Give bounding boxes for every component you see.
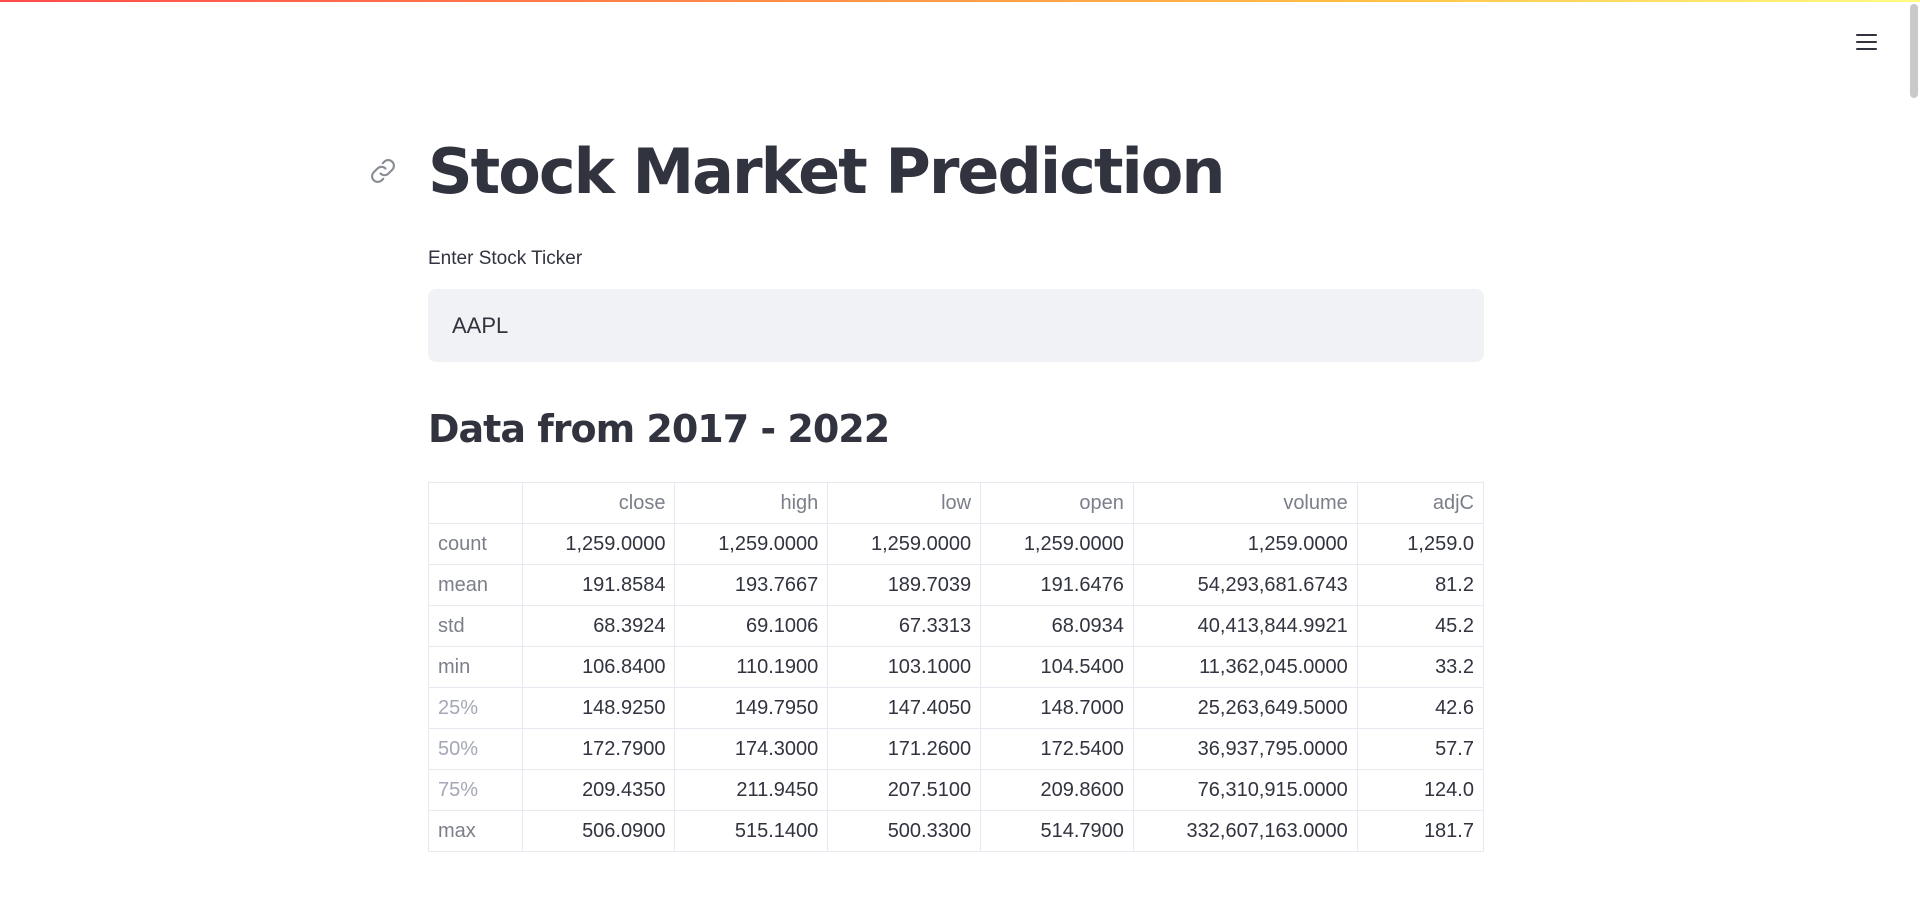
- table-cell: 147.4050: [827, 687, 982, 729]
- table-cell: 81.2: [1356, 564, 1484, 606]
- table-cell: 172.7900: [521, 728, 676, 770]
- table-header-cell[interactable]: high: [674, 482, 829, 524]
- stats-table: close high low open volume adjC count 1,…: [428, 482, 1484, 852]
- row-label: 50%: [428, 728, 523, 770]
- table-header-cell[interactable]: close: [521, 482, 676, 524]
- row-label: std: [428, 605, 523, 647]
- table-row: max 506.0900 515.1400 500.3300 514.7900 …: [428, 810, 1484, 852]
- table-header-cell[interactable]: volume: [1132, 482, 1358, 524]
- table-row: count 1,259.0000 1,259.0000 1,259.0000 1…: [428, 523, 1484, 565]
- table-cell: 148.9250: [521, 687, 676, 729]
- table-cell: 211.9450: [674, 769, 829, 811]
- ticker-input[interactable]: [428, 289, 1484, 362]
- table-cell: 181.7: [1356, 810, 1484, 852]
- row-label: count: [428, 523, 523, 565]
- table-cell: 514.7900: [980, 810, 1134, 852]
- table-cell: 172.5400: [980, 728, 1134, 770]
- table-row: 25% 148.9250 149.7950 147.4050 148.7000 …: [428, 687, 1484, 729]
- table-header-cell[interactable]: low: [827, 482, 982, 524]
- table-row: 75% 209.4350 211.9450 207.5100 209.8600 …: [428, 769, 1484, 811]
- row-label: 75%: [428, 769, 523, 811]
- table-cell: 68.3924: [521, 605, 676, 647]
- top-decoration-bar: [0, 0, 1920, 2]
- table-cell: 104.5400: [980, 646, 1134, 688]
- table-cell: 332,607,163.0000: [1132, 810, 1358, 852]
- table-cell: 191.6476: [980, 564, 1134, 606]
- table-cell: 209.8600: [980, 769, 1134, 811]
- table-cell: 506.0900: [521, 810, 676, 852]
- table-cell: 193.7667: [674, 564, 829, 606]
- table-cell: 149.7950: [674, 687, 829, 729]
- hamburger-menu-icon[interactable]: [1853, 28, 1881, 56]
- table-cell: 57.7: [1356, 728, 1484, 770]
- scrollbar-thumb[interactable]: [1910, 4, 1918, 98]
- table-row: std 68.3924 69.1006 67.3313 68.0934 40,4…: [428, 605, 1484, 647]
- table-cell: 148.7000: [980, 687, 1134, 729]
- table-row: mean 191.8584 193.7667 189.7039 191.6476…: [428, 564, 1484, 606]
- table-cell: 11,362,045.0000: [1132, 646, 1358, 688]
- row-label: min: [428, 646, 523, 688]
- table-cell: 106.8400: [521, 646, 676, 688]
- table-cell: 209.4350: [521, 769, 676, 811]
- table-cell: 1,259.0000: [980, 523, 1134, 565]
- table-cell: 171.2600: [827, 728, 982, 770]
- table-row: 50% 172.7900 174.3000 171.2600 172.5400 …: [428, 728, 1484, 770]
- row-label: 25%: [428, 687, 523, 729]
- table-cell: 33.2: [1356, 646, 1484, 688]
- table-cell: 67.3313: [827, 605, 982, 647]
- table-cell: 69.1006: [674, 605, 829, 647]
- table-header-row: close high low open volume adjC: [428, 482, 1484, 524]
- table-cell: 40,413,844.9921: [1132, 605, 1358, 647]
- link-icon[interactable]: [368, 156, 398, 186]
- table-header-cell[interactable]: open: [980, 482, 1134, 524]
- ticker-input-label: Enter Stock Ticker: [428, 248, 583, 269]
- table-cell: 68.0934: [980, 605, 1134, 647]
- table-cell: 515.1400: [674, 810, 829, 852]
- table-cell: 25,263,649.5000: [1132, 687, 1358, 729]
- table-cell: 54,293,681.6743: [1132, 564, 1358, 606]
- table-cell: 76,310,915.0000: [1132, 769, 1358, 811]
- row-label: max: [428, 810, 523, 852]
- table-cell: 42.6: [1356, 687, 1484, 729]
- table-cell: 45.2: [1356, 605, 1484, 647]
- dataframe-container[interactable]: close high low open volume adjC count 1,…: [428, 482, 1484, 863]
- table-cell: 110.1900: [674, 646, 829, 688]
- table-header-cell[interactable]: adjC: [1356, 482, 1484, 524]
- table-cell: 207.5100: [827, 769, 982, 811]
- table-cell: 500.3300: [827, 810, 982, 852]
- table-cell: 36,937,795.0000: [1132, 728, 1358, 770]
- page-title: Stock Market Prediction: [428, 135, 1225, 208]
- table-cell: 1,259.0000: [1132, 523, 1358, 565]
- row-label: mean: [428, 564, 523, 606]
- table-cell: 124.0: [1356, 769, 1484, 811]
- table-cell: 174.3000: [674, 728, 829, 770]
- table-cell: 191.8584: [521, 564, 676, 606]
- table-cell: 1,259.0000: [674, 523, 829, 565]
- table-cell: 1,259.0000: [827, 523, 982, 565]
- table-cell: 1,259.0000: [521, 523, 676, 565]
- table-header-cell: [428, 482, 523, 524]
- section-heading: Data from 2017 - 2022: [428, 407, 890, 451]
- table-cell: 189.7039: [827, 564, 982, 606]
- table-cell: 1,259.0: [1356, 523, 1484, 565]
- table-cell: 103.1000: [827, 646, 982, 688]
- table-row: min 106.8400 110.1900 103.1000 104.5400 …: [428, 646, 1484, 688]
